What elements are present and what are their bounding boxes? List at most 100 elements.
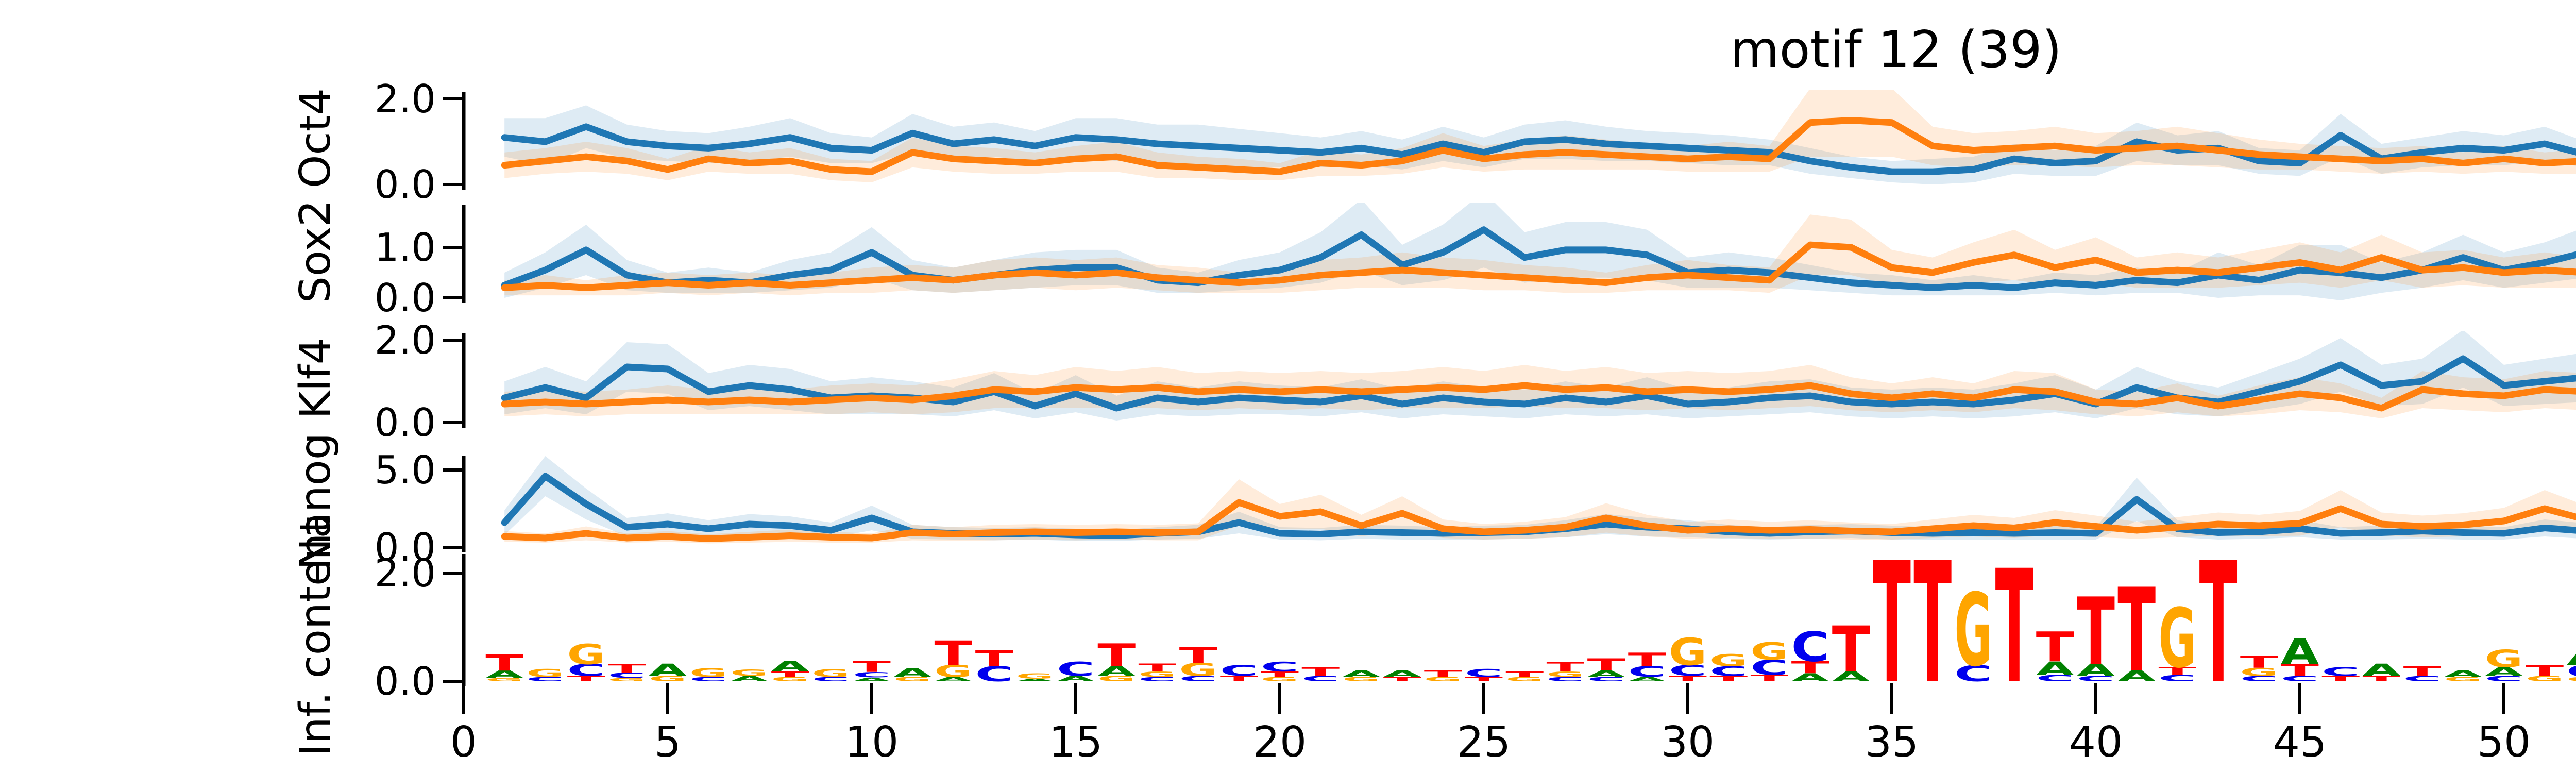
logo-letter-G: G xyxy=(1097,675,1136,683)
logo-letter-C: C xyxy=(1669,662,1707,679)
logo-letter-C: C xyxy=(975,662,1013,686)
logo-letter-G: G xyxy=(934,662,972,681)
logo-letter-A: A xyxy=(649,661,687,680)
logo-letter-G: G xyxy=(1669,631,1707,674)
logo-letter-A: A xyxy=(2485,665,2523,679)
svg-text:10: 10 xyxy=(845,718,899,767)
logo-letter-A: A xyxy=(1383,668,1422,679)
logo-letter-G: G xyxy=(2566,676,2576,682)
logo-letter-T: T xyxy=(1669,675,1707,683)
logo-letter-G: G xyxy=(608,677,646,682)
logo-letter-T: T xyxy=(1465,676,1503,682)
logo-letter-C: C xyxy=(608,671,646,680)
logo-letter-A: A xyxy=(1342,668,1381,679)
svg-text:0.0: 0.0 xyxy=(375,525,436,570)
logo-letter-G: G xyxy=(2240,666,2278,679)
logo-letter-T: T xyxy=(853,659,891,676)
logo-letter-C: C xyxy=(1750,656,1788,680)
logo-letter-T: T xyxy=(1709,675,1748,683)
logo-letter-T: T xyxy=(2036,624,2075,671)
svg-text:50: 50 xyxy=(2477,718,2531,767)
logo-letter-C: C xyxy=(2321,665,2360,679)
svg-text:1.0: 1.0 xyxy=(375,225,436,270)
profile-line-blue xyxy=(501,355,2576,412)
logo-letter-T: T xyxy=(1628,649,1666,670)
svg-text:2.0: 2.0 xyxy=(375,317,436,363)
logo-letter-T: T xyxy=(1220,675,1258,683)
logo-letter-A: A xyxy=(893,666,931,680)
logo-letter-C: C xyxy=(812,676,850,682)
svg-text:45: 45 xyxy=(2273,718,2327,767)
svg-text:5.0: 5.0 xyxy=(375,447,436,493)
svg-text:0.0: 0.0 xyxy=(375,162,436,207)
logo-letter-G: G xyxy=(689,666,727,680)
logo-letter-A: A xyxy=(485,668,523,680)
logo-letter-C: C xyxy=(1261,659,1299,675)
logo-letter-T: T xyxy=(1995,537,2033,719)
ci-band-orange xyxy=(504,479,2576,544)
svg-text:0.0: 0.0 xyxy=(375,275,436,321)
track-label-nanog: Nanog xyxy=(291,433,340,570)
logo-letter-G: G xyxy=(526,667,564,680)
logo-letter-T: T xyxy=(2321,675,2360,683)
track-label-oct4: Oct4 xyxy=(291,88,340,188)
logo-letter-T: T xyxy=(2240,653,2279,672)
profile-line-orange xyxy=(501,382,2576,412)
logo-letter-G: G xyxy=(1261,676,1299,682)
logo-letter-G: G xyxy=(1016,672,1054,681)
track-oct4: 2.0 0.0 xyxy=(375,76,2576,207)
logo-letter-A: A xyxy=(1628,676,1666,682)
logo-letter-A: A xyxy=(934,676,972,682)
logo-letter-A: A xyxy=(1791,671,1829,684)
logo-letter-T: T xyxy=(2403,664,2442,679)
logo-letter-G: G xyxy=(2485,646,2523,673)
svg-text:0.0: 0.0 xyxy=(375,659,436,704)
logo-letter-T: T xyxy=(1138,661,1176,674)
logo-letter-T: T xyxy=(1587,656,1626,675)
logo-letter-C: C xyxy=(2240,675,2278,683)
logo-letter-T: T xyxy=(1505,670,1544,679)
logo-letter-G: G xyxy=(485,677,523,682)
svg-text:5: 5 xyxy=(654,718,681,767)
logo-letter-G: G xyxy=(1179,660,1217,680)
logo-letter-T: T xyxy=(1791,658,1830,677)
track-nanog: 5.0 0.0 xyxy=(375,447,2576,570)
track-klf4: 2.0 0.0 xyxy=(375,317,2576,445)
logo-letter-C: C xyxy=(2403,675,2442,683)
logo-letter-T: T xyxy=(975,646,1014,671)
logo-letter-C: C xyxy=(2036,673,2074,683)
logo-letter-C: C xyxy=(567,661,605,680)
logo-letter-T: T xyxy=(567,675,605,683)
logo-letter-A: A xyxy=(2036,658,2074,679)
logo-letter-A: A xyxy=(1587,668,1626,679)
logo-letter-A: A xyxy=(1016,678,1054,682)
logo-letter-T: T xyxy=(1383,676,1422,682)
logo-letter-C: C xyxy=(1709,664,1748,679)
logo-letter-C: C xyxy=(1628,663,1666,680)
logo-letter-T: T xyxy=(2117,564,2156,698)
logo-letter-T: T xyxy=(608,662,647,676)
logo-letter-A: A xyxy=(2444,668,2483,679)
logo-letter-A: A xyxy=(2362,661,2401,680)
logo-letter-C: C xyxy=(1220,662,1258,679)
logo-letter-T: T xyxy=(2199,527,2238,721)
track-label-klf4: Klf4 xyxy=(291,338,340,419)
logo-letter-A: A xyxy=(2281,631,2319,673)
profile-line-orange xyxy=(501,241,2576,291)
logo-letter-T: T xyxy=(1832,613,1870,686)
logo-letter-G: G xyxy=(771,676,809,682)
logo-letter-G: G xyxy=(1546,670,1584,679)
logo-letter-G: G xyxy=(730,667,768,678)
logo-letter-C: C xyxy=(1179,675,1217,683)
logo-letter-A: A xyxy=(1097,664,1136,679)
logo-letter-T: T xyxy=(1097,637,1136,674)
svg-text:40: 40 xyxy=(2069,718,2123,767)
logo-letter-C: C xyxy=(1465,667,1503,680)
logo-letter-C: C xyxy=(2485,675,2523,683)
logo-letter-T: T xyxy=(2281,661,2319,680)
logo-letter-C: C xyxy=(526,676,564,682)
logo-letter-G: G xyxy=(1709,651,1748,670)
logo-letter-C: C xyxy=(2281,675,2319,683)
